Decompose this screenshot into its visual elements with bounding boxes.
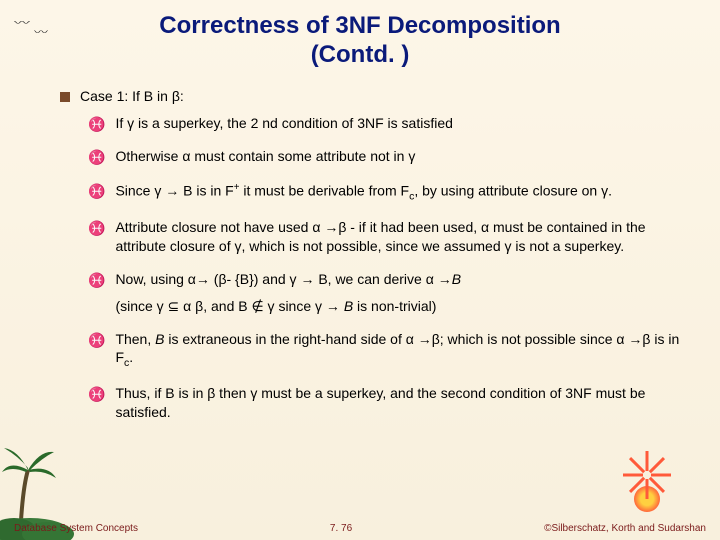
sub-text: Thus, if B is in β then γ must be a supe… (115, 384, 680, 422)
title-line-1: Correctness of 3NF Decomposition (0, 12, 720, 41)
footer-right: ©Silberschatz, Korth and Sudarshan (544, 523, 706, 534)
pisces-icon: ♓ (88, 385, 105, 404)
sub-bullet: ♓ Thus, if B is in β then γ must be a su… (88, 384, 680, 422)
frag: is extraneous in the right-hand side of … (115, 331, 679, 366)
content-area: Case 1: If B in β: ♓ If γ is a superkey,… (0, 70, 720, 423)
sub-bullet: ♓ Attribute closure not have used α →β -… (88, 218, 680, 256)
sub-text: Otherwise α must contain some attribute … (115, 147, 680, 166)
frag-italic: B (344, 298, 353, 314)
sub-bullet: ♓ If γ is a superkey, the 2 nd condition… (88, 114, 680, 134)
sub-bullet: ♓ Now, using α→ (β- {B}) and γ → B, we c… (88, 270, 680, 316)
footer-page: 7. 76 (330, 523, 352, 534)
frag-italic: B (452, 271, 461, 287)
sub-text: If γ is a superkey, the 2 nd condition o… (115, 114, 680, 133)
bird-decor: 〰 (14, 15, 30, 29)
square-bullet-icon (60, 92, 70, 102)
slide-title: Correctness of 3NF Decomposition (Contd.… (0, 0, 720, 70)
sub-text: Then, B is extraneous in the right-hand … (115, 330, 680, 371)
pisces-icon: ♓ (88, 271, 105, 290)
sub-text: Since γ → B is in F+ it must be derivabl… (115, 181, 680, 204)
frag: it must be derivable from F (239, 183, 409, 199)
frag: . (129, 349, 133, 365)
pisces-icon: ♓ (88, 148, 105, 167)
frag: (since γ ⊆ α β, and B ∉ γ since γ → (115, 298, 343, 314)
frag: Since γ → B is in F (115, 183, 233, 199)
sub-bullet: ♓ Then, B is extraneous in the right-han… (88, 330, 680, 371)
pisces-icon: ♓ (88, 219, 105, 238)
frag: Then, (115, 331, 155, 347)
pisces-icon: ♓ (88, 331, 105, 350)
title-line-2: (Contd. ) (0, 41, 720, 70)
footer: Database System Concepts 7. 76 ©Silbersc… (0, 523, 720, 534)
sub-text: Now, using α→ (β- {B}) and γ → B, we can… (115, 270, 680, 316)
case-bullet: Case 1: If B in β: (60, 88, 680, 104)
frag: is non-trivial) (353, 298, 436, 314)
pisces-icon: ♓ (88, 115, 105, 134)
case-label: Case 1: If B in β: (80, 88, 184, 104)
footer-left: Database System Concepts (14, 523, 138, 534)
frag: , by using attribute closure on γ. (414, 183, 612, 199)
bird-decor: 〰 (34, 26, 48, 38)
frag: Now, using α→ (β- {B}) and γ → B, we can… (115, 271, 451, 287)
sub-bullet: ♓ Otherwise α must contain some attribut… (88, 147, 680, 167)
sun-decor (624, 476, 670, 522)
sub-bullet: ♓ Since γ → B is in F+ it must be deriva… (88, 181, 680, 204)
pisces-icon: ♓ (88, 182, 105, 201)
sub-text: Attribute closure not have used α →β - i… (115, 218, 680, 256)
